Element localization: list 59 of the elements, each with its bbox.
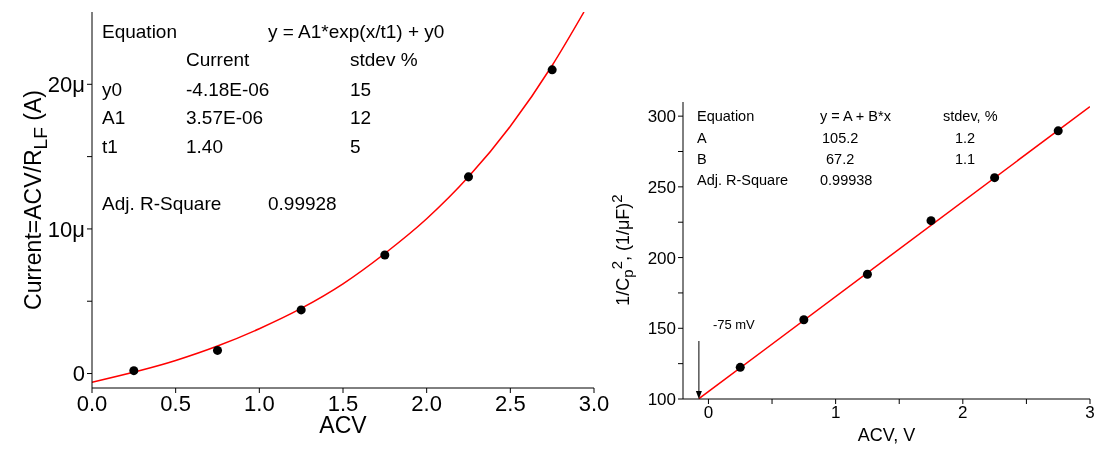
x-tick-label: 2.0 <box>411 390 442 416</box>
point <box>990 173 1000 183</box>
annotation: 67.2 <box>826 151 855 167</box>
point <box>296 305 306 315</box>
annotation: -75 mV <box>712 317 756 332</box>
annotation: 1.1 <box>955 151 976 167</box>
point <box>1053 126 1063 136</box>
annotation: y0 <box>102 79 123 101</box>
annotation: Equation <box>102 21 178 43</box>
x-tick-label: 0.0 <box>76 390 108 416</box>
annotation: 1.40 <box>186 136 223 158</box>
point <box>380 250 390 260</box>
x-tick-label: 0 <box>703 403 714 423</box>
y-tick-label: 0 <box>72 361 85 387</box>
y-tick-label: 100 <box>647 390 676 410</box>
x-tick-label: 3.0 <box>578 390 610 416</box>
annotation: B <box>697 151 707 167</box>
y-tick-label: 20μ <box>47 72 85 98</box>
x-tick-label: 3 <box>1085 403 1095 423</box>
annotation: 5 <box>350 136 361 158</box>
annotation: -4.18E-06 <box>186 79 270 101</box>
annotation: 0.99938 <box>820 172 873 188</box>
point <box>463 172 474 182</box>
y-tick-label: 200 <box>647 248 676 268</box>
annotation: 15 <box>350 79 372 101</box>
annotation: Adj. R-Square <box>697 172 789 188</box>
point <box>212 345 223 355</box>
annotation: y = A + B*x <box>820 108 891 124</box>
point <box>799 315 809 325</box>
annotation: y = A1*exp(x/t1) + y0 <box>268 21 445 43</box>
x-tick-label: 2.5 <box>495 390 526 416</box>
annotation: Equation <box>697 108 755 124</box>
point <box>862 269 872 279</box>
point <box>129 366 139 376</box>
annotation: 3.57E-06 <box>186 107 264 129</box>
line-series <box>92 12 585 383</box>
annotation: Adj. R-Square <box>102 193 222 215</box>
y-tick-label: 300 <box>647 107 676 127</box>
x-tick-label: 2 <box>958 403 968 423</box>
point <box>926 216 936 226</box>
annotation: A <box>697 130 707 146</box>
annotation: Current <box>186 49 250 71</box>
x-tick-label: 1.0 <box>244 390 275 416</box>
point <box>547 65 557 75</box>
annotation: t1 <box>102 136 118 158</box>
y-tick-label: 150 <box>647 319 676 339</box>
annotation: 1.2 <box>955 130 976 146</box>
x-tick-label: 1 <box>830 403 841 423</box>
x-axis-title: ACV, V <box>856 424 917 446</box>
annotation: 105.2 <box>822 130 859 146</box>
point <box>735 362 745 372</box>
x-tick-label: 0.5 <box>160 390 191 416</box>
annotation: 12 <box>350 107 372 129</box>
annotation: stdev % <box>350 49 418 71</box>
annotation: 0.99928 <box>268 193 337 215</box>
annotation: stdev, % <box>943 108 998 124</box>
y-tick-label: 10μ <box>47 216 85 242</box>
y-tick-label: 250 <box>647 177 676 197</box>
annotation: A1 <box>102 107 126 129</box>
